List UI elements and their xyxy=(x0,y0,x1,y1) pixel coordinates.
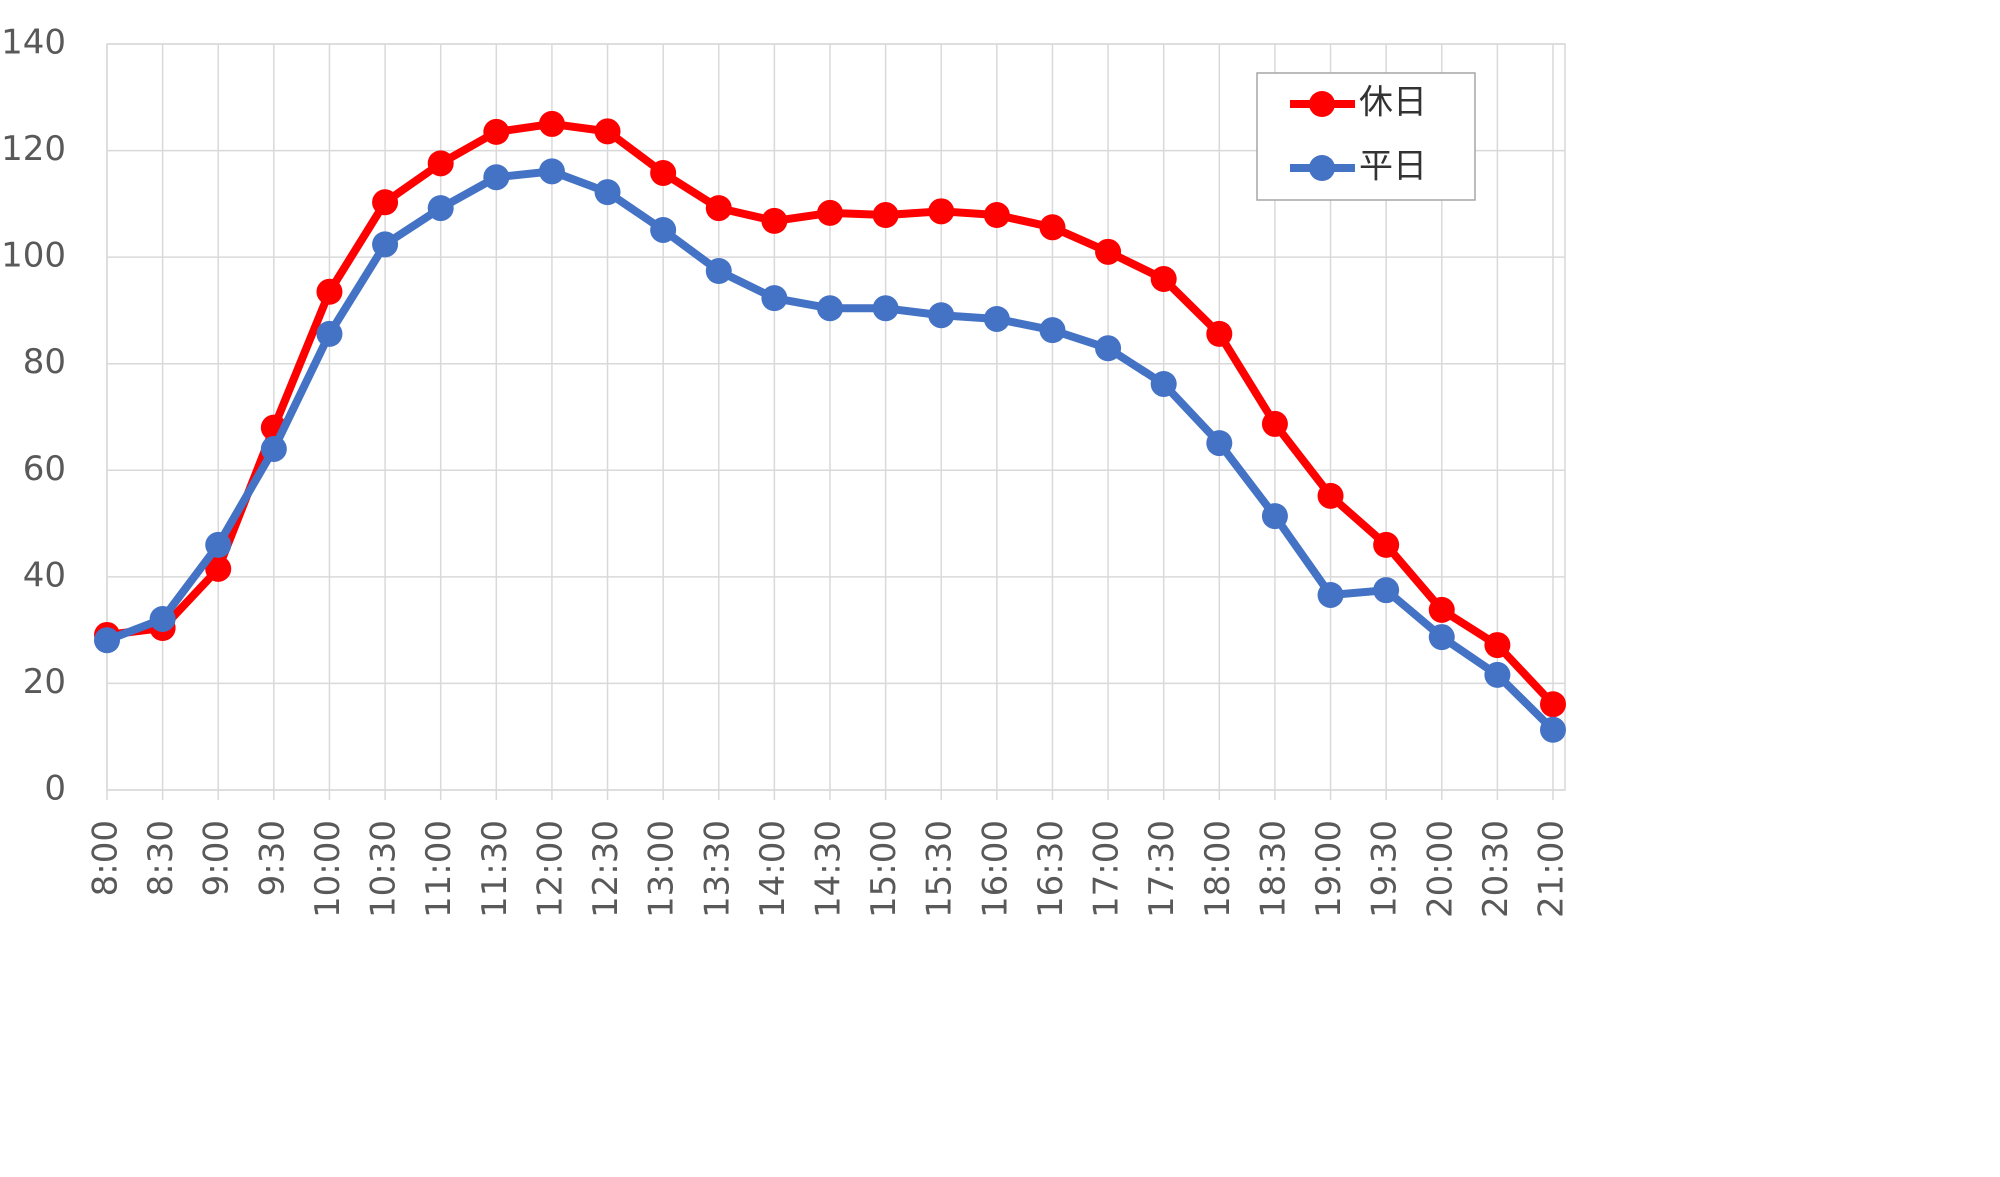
data-point xyxy=(1428,596,1455,623)
y-tick-label: 120 xyxy=(1,129,66,169)
data-point xyxy=(94,627,120,654)
x-tick-label: 9:30 xyxy=(252,820,292,896)
x-tick-label: 21:00 xyxy=(1532,820,1572,918)
x-tick-label: 19:30 xyxy=(1365,820,1405,918)
data-point xyxy=(1373,531,1400,558)
x-tick-label: 19:00 xyxy=(1309,820,1349,918)
data-point xyxy=(1206,430,1233,457)
data-point xyxy=(594,179,621,206)
x-tick-label: 18:00 xyxy=(1198,820,1238,918)
data-point xyxy=(316,278,343,305)
data-point xyxy=(761,285,788,312)
data-point xyxy=(372,231,399,258)
data-point xyxy=(872,295,899,322)
x-tick-label: 10:00 xyxy=(308,820,348,918)
data-point xyxy=(1428,624,1455,651)
y-tick-label: 80 xyxy=(23,342,66,382)
data-point xyxy=(372,189,399,216)
data-point xyxy=(1540,716,1566,743)
x-tick-label: 9:00 xyxy=(197,820,237,896)
x-tick-label: 8:00 xyxy=(86,820,126,896)
x-tick-label: 11:00 xyxy=(419,820,459,918)
data-point xyxy=(1150,370,1177,397)
x-tick-label: 14:30 xyxy=(809,820,849,918)
data-point xyxy=(872,202,899,229)
data-point xyxy=(205,555,232,582)
legend-label: 平日 xyxy=(1359,147,1427,187)
data-point xyxy=(1317,482,1344,509)
data-point xyxy=(483,118,510,145)
x-tick-label: 12:00 xyxy=(530,820,570,918)
data-point xyxy=(594,118,621,145)
data-point xyxy=(1484,632,1511,659)
y-tick-label: 140 xyxy=(1,23,66,63)
x-tick-label: 12:30 xyxy=(586,820,626,918)
x-tick-label: 16:30 xyxy=(1031,820,1071,918)
x-tick-label: 13:00 xyxy=(642,820,682,918)
data-point xyxy=(1095,335,1122,362)
data-point xyxy=(1373,577,1400,604)
data-point xyxy=(1206,320,1233,347)
data-point xyxy=(817,295,843,322)
data-point xyxy=(538,158,565,185)
legend-marker xyxy=(1309,91,1335,117)
data-point xyxy=(761,207,788,234)
data-point xyxy=(1095,238,1122,265)
x-tick-label: 18:30 xyxy=(1253,820,1293,918)
plot-border xyxy=(106,43,1566,791)
data-point xyxy=(427,195,454,222)
x-tick-label: 17:00 xyxy=(1087,820,1127,918)
data-point xyxy=(983,305,1010,332)
data-point xyxy=(983,202,1010,229)
data-point xyxy=(650,216,677,243)
x-tick-label: 10:30 xyxy=(364,820,404,918)
x-tick-label: 14:00 xyxy=(753,820,793,918)
data-point xyxy=(1039,317,1066,344)
data-point xyxy=(1261,503,1288,530)
data-point xyxy=(705,257,732,284)
y-tick-label: 60 xyxy=(23,449,66,489)
x-tick-label: 16:00 xyxy=(975,820,1015,918)
data-point xyxy=(1261,410,1288,437)
data-point xyxy=(427,150,454,177)
legend-label: 休日 xyxy=(1359,83,1427,123)
x-tick-label: 17:30 xyxy=(1142,820,1182,918)
y-tick-label: 0 xyxy=(44,769,66,809)
data-point xyxy=(1317,581,1344,608)
data-point xyxy=(538,110,565,137)
x-tick-label: 13:30 xyxy=(697,820,737,918)
data-point xyxy=(928,302,955,329)
data-point xyxy=(205,531,232,558)
x-tick-label: 8:30 xyxy=(141,820,181,896)
data-point xyxy=(1039,214,1066,241)
data-point xyxy=(483,164,510,191)
x-tick-label: 15:00 xyxy=(864,820,904,918)
x-tick-label: 20:00 xyxy=(1420,820,1460,918)
y-tick-label: 40 xyxy=(23,555,66,595)
data-point xyxy=(260,435,287,462)
data-point xyxy=(1540,691,1566,718)
data-point xyxy=(1150,265,1177,292)
data-point xyxy=(705,195,732,222)
data-point xyxy=(1484,661,1511,688)
data-point xyxy=(149,605,176,632)
data-point xyxy=(817,199,843,226)
data-point xyxy=(650,159,677,186)
data-point xyxy=(316,320,343,347)
x-tick-label: 20:30 xyxy=(1476,820,1516,918)
x-tick-label: 15:30 xyxy=(920,820,960,918)
data-point xyxy=(928,198,955,225)
legend-box xyxy=(1256,72,1476,201)
y-tick-label: 100 xyxy=(1,236,66,276)
y-tick-label: 20 xyxy=(23,662,66,702)
legend-marker xyxy=(1309,155,1335,181)
x-tick-label: 11:30 xyxy=(475,820,515,918)
